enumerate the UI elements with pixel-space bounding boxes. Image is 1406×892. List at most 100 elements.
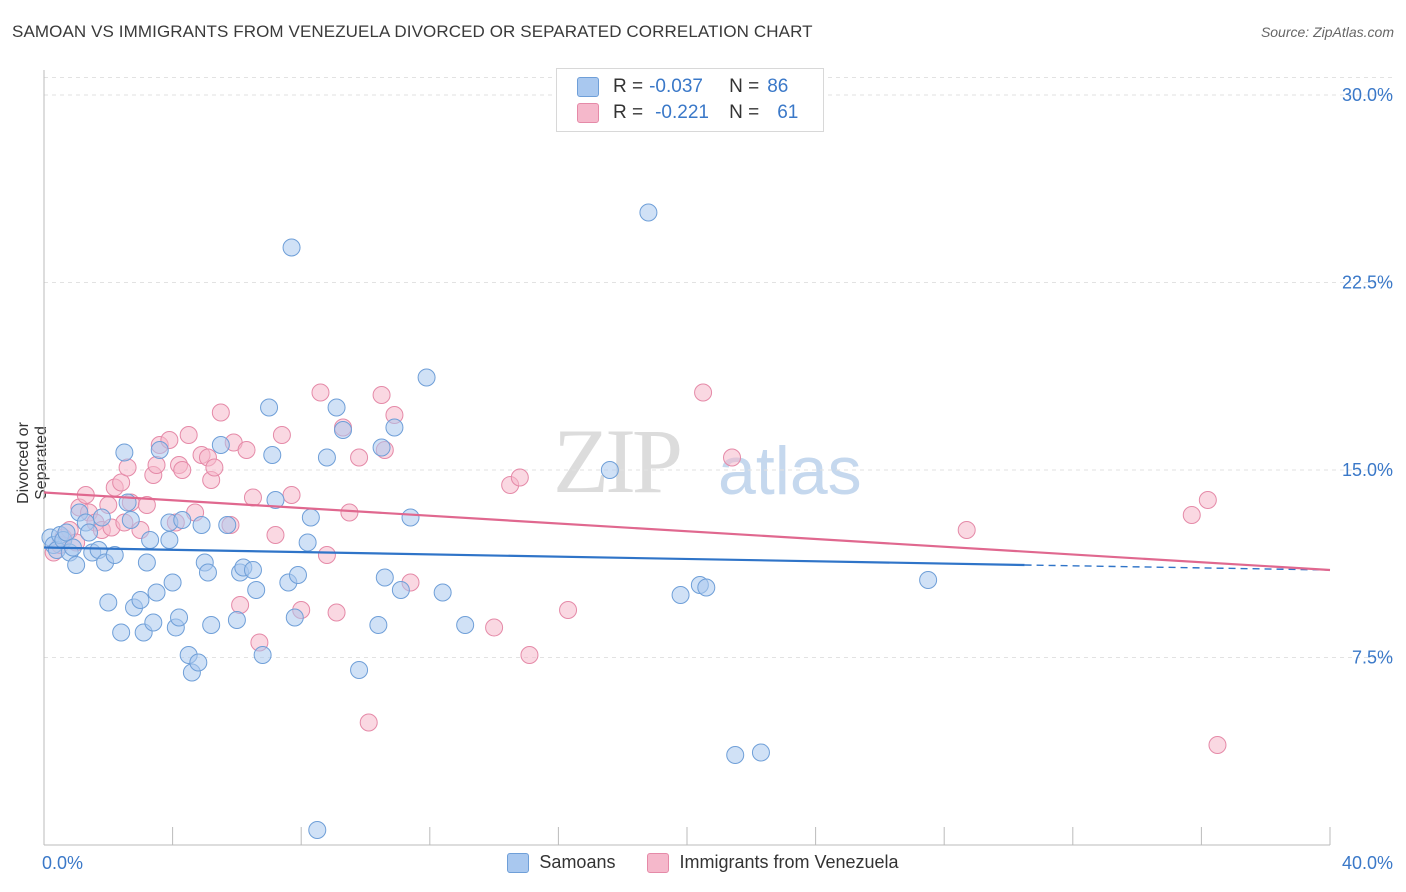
samoan-point [417, 368, 436, 387]
venezuela-point [485, 618, 504, 637]
chart-title: SAMOAN VS IMMIGRANTS FROM VENEZUELA DIVO… [12, 22, 813, 41]
venezuela-point [694, 383, 713, 402]
venezuela-point [520, 646, 539, 664]
venezuela-legend-swatch [647, 852, 670, 873]
samoan-point [317, 448, 336, 467]
samoans-trend-line [43, 546, 1025, 567]
samoan-point [697, 578, 716, 597]
legend-item-samoans: Samoans [507, 852, 615, 873]
samoan-point [919, 571, 938, 589]
samoan-point [105, 546, 124, 564]
samoan-point [163, 573, 182, 592]
samoan-point [751, 743, 770, 762]
samoan-point [160, 531, 179, 549]
samoan-point [375, 568, 394, 587]
n-label: N = [729, 76, 760, 97]
r-value: -0.037 [649, 76, 703, 97]
venezuela-point [317, 546, 336, 564]
venezuela-point [231, 596, 250, 614]
venezuela-point [510, 468, 529, 487]
venezuela-point [266, 526, 285, 544]
samoan-point [150, 441, 169, 459]
samoan-point [192, 516, 211, 534]
samoan-point [115, 443, 134, 462]
venezuela-trend-line [43, 491, 1331, 572]
samoans-trend-extension [1024, 564, 1331, 571]
samoan-point [639, 203, 658, 222]
samoan-point [144, 613, 163, 632]
samoan-point [99, 593, 118, 612]
samoan-point [333, 421, 352, 439]
samoan-point [67, 556, 86, 574]
x-tick-label: 40.0% [1342, 853, 1393, 873]
watermark-zip: ZIP [553, 410, 683, 512]
stats-legend-row-venezuela: R = -0.221 N = 61 [577, 100, 798, 126]
samoan-point [433, 583, 452, 602]
samoan-point [369, 616, 388, 634]
venezuela-point [237, 441, 256, 459]
legend-item-venezuela: Immigrants from Venezuela [647, 852, 899, 873]
venezuela-point [147, 456, 166, 474]
samoan-point [298, 533, 317, 552]
samoan-point [170, 608, 189, 627]
samoans-swatch [577, 77, 599, 97]
samoan-point [372, 438, 391, 457]
samoan-point [266, 491, 285, 509]
samoan-point [285, 608, 304, 627]
samoan-point [247, 581, 266, 599]
venezuela-point [173, 461, 192, 479]
samoan-point [92, 508, 111, 527]
samoan-point [385, 418, 404, 437]
samoan-point [137, 553, 156, 572]
samoan-point [301, 508, 320, 527]
samoan-point [263, 446, 282, 464]
venezuela-point [359, 713, 378, 732]
samoan-point [260, 398, 279, 417]
venezuela-point [137, 496, 156, 514]
n-label: N = [729, 102, 760, 123]
venezuela-point [1182, 506, 1201, 524]
samoan-point [112, 623, 131, 642]
samoan-point [350, 661, 369, 679]
venezuela-point [211, 403, 230, 422]
samoan-point [141, 531, 160, 549]
y-tick-label: 7.5% [1352, 648, 1393, 668]
samoan-point [401, 508, 420, 527]
samoan-point [243, 561, 262, 579]
samoan-point [391, 581, 410, 599]
y-tick-label: 15.0% [1342, 460, 1393, 480]
samoan-point [308, 821, 327, 839]
venezuela-point [372, 386, 391, 404]
samoan-point [57, 523, 76, 542]
legend-label-samoans: Samoans [539, 852, 616, 872]
venezuela-point [559, 601, 578, 619]
samoan-point [189, 653, 208, 672]
venezuela-point [243, 488, 262, 507]
venezuela-point [327, 603, 346, 622]
venezuela-point [205, 458, 224, 477]
y-tick-label: 22.5% [1342, 273, 1393, 293]
samoan-point [202, 616, 221, 634]
samoan-point [456, 616, 475, 634]
venezuela-swatch [577, 103, 599, 123]
venezuela-point [179, 426, 198, 444]
venezuela-point [118, 458, 137, 477]
n-value: 86 [767, 76, 789, 97]
venezuela-point [723, 448, 742, 467]
source-label: Source: ZipAtlas.com [1260, 24, 1394, 40]
legend-label-venezuela: Immigrants from Venezuela [679, 852, 899, 872]
samoan-point [282, 238, 301, 257]
stats-legend-row-samoans: R = -0.037 N = 86 [577, 74, 788, 100]
samoan-point [600, 461, 619, 479]
venezuela-point [957, 521, 976, 539]
venezuela-point [282, 486, 301, 504]
samoan-point [173, 511, 192, 529]
samoans-legend-swatch [507, 852, 530, 873]
stats-legend: R = -0.037 N = 86 R = -0.221 N = 61 [556, 68, 824, 132]
watermark-atlas: atlas [718, 433, 862, 509]
samoan-point [131, 591, 150, 609]
venezuela-point [1208, 736, 1227, 754]
y-tick-label: 30.0% [1342, 85, 1393, 105]
samoan-point [227, 611, 246, 629]
venezuela-point [1198, 491, 1217, 509]
